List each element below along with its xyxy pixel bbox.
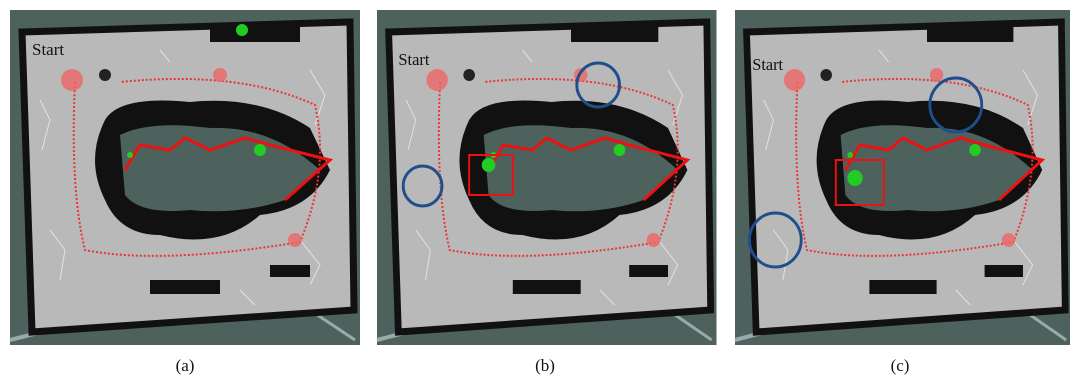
caption: (b) — [515, 356, 575, 376]
goal — [847, 170, 862, 186]
start-label: Start — [32, 40, 64, 59]
map — [735, 10, 1070, 345]
panel-b: Start — [377, 10, 717, 345]
figure: Start Start Start (a) (b) (c) — [0, 0, 1070, 385]
start-label: Start — [398, 50, 429, 69]
goal — [236, 24, 248, 36]
goal — [482, 158, 496, 172]
map — [10, 10, 360, 345]
caption: (a) — [155, 356, 215, 376]
caption: (c) — [870, 356, 930, 376]
panel-a: Start — [10, 10, 360, 345]
panel-c: Start — [735, 10, 1070, 345]
map-panels: Start Start Start — [0, 0, 1070, 350]
start-label: Start — [752, 55, 783, 74]
